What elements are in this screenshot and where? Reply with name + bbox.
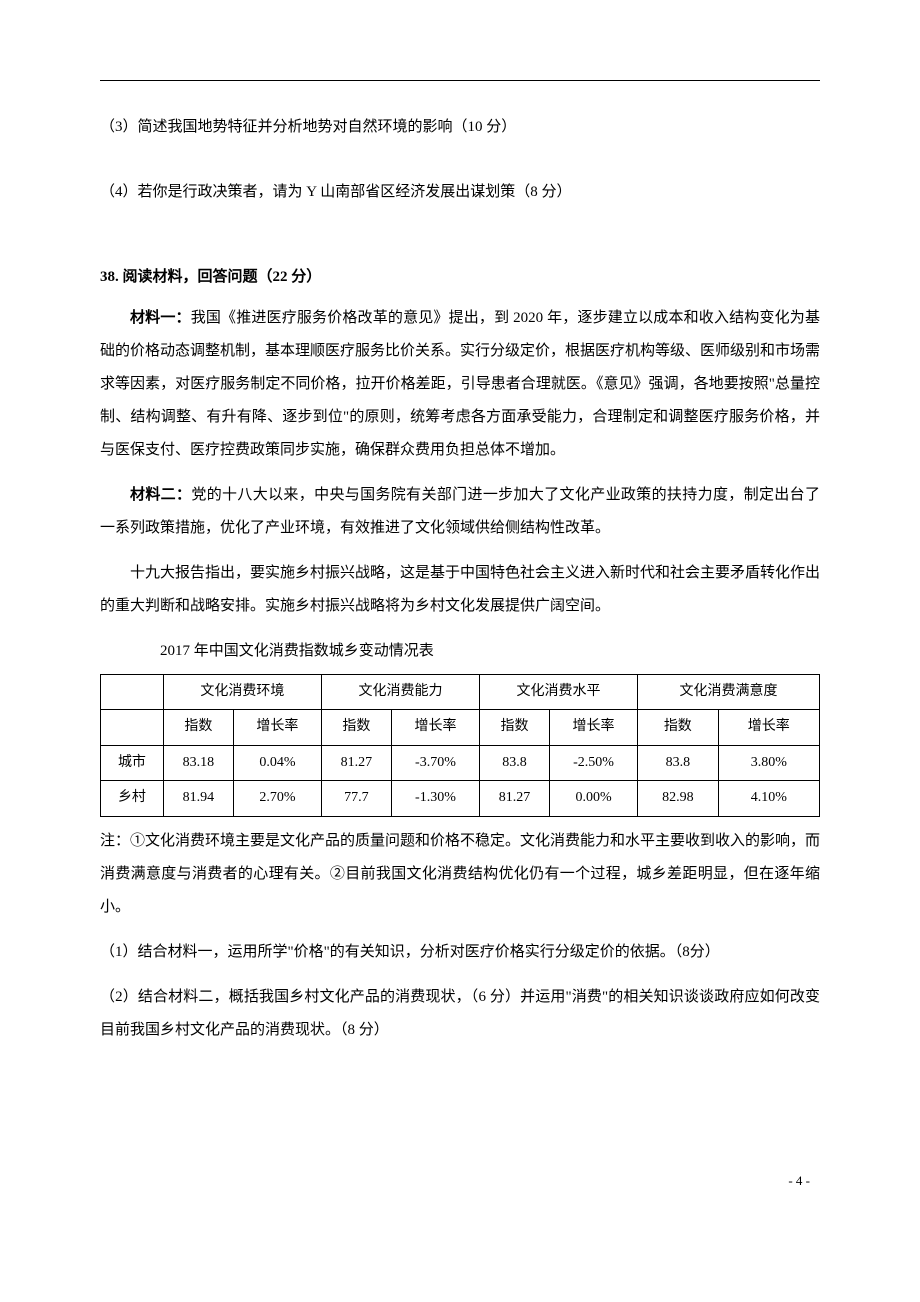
- table-cell: 83.18: [163, 745, 233, 780]
- table-row: 乡村 81.94 2.70% 77.7 -1.30% 81.27 0.00% 8…: [101, 781, 820, 816]
- table-subheader-cell: [101, 710, 164, 745]
- table-cell: 4.10%: [718, 781, 819, 816]
- material-1: 材料一：我国《推进医疗服务价格改革的意见》提出，到 2020 年，逐步建立以成本…: [100, 302, 820, 467]
- table-subheader-cell: 指数: [321, 710, 391, 745]
- table-cell: 77.7: [321, 781, 391, 816]
- table-cell: 城市: [101, 745, 164, 780]
- table-row: 城市 83.18 0.04% 81.27 -3.70% 83.8 -2.50% …: [101, 745, 820, 780]
- question-38-title: 38. 阅读材料，回答问题（22 分）: [100, 261, 820, 294]
- data-table: 文化消费环境 文化消费能力 文化消费水平 文化消费满意度 指数 增长率 指数 增…: [100, 674, 820, 817]
- table-cell: -3.70%: [391, 745, 479, 780]
- material-1-text: 我国《推进医疗服务价格改革的意见》提出，到 2020 年，逐步建立以成本和收入结…: [100, 310, 820, 458]
- table-cell: 2.70%: [233, 781, 321, 816]
- table-cell: 83.8: [480, 745, 550, 780]
- page-number: - 4 -: [100, 1167, 820, 1196]
- table-cell: -2.50%: [549, 745, 637, 780]
- table-subheader-cell: 增长率: [391, 710, 479, 745]
- table-subheader-cell: 增长率: [549, 710, 637, 745]
- table-note: 注：①文化消费环境主要是文化产品的质量问题和价格不稳定。文化消费能力和水平主要收…: [100, 825, 820, 924]
- question-37-3: （3）简述我国地势特征并分析地势对自然环境的影响（10 分）: [100, 111, 820, 144]
- material-1-label: 材料一：: [130, 310, 191, 326]
- table-header-row-2: 指数 增长率 指数 增长率 指数 增长率 指数 增长率: [101, 710, 820, 745]
- material-2-p2: 十九大报告指出，要实施乡村振兴战略，这是基于中国特色社会主义进入新时代和社会主要…: [100, 557, 820, 623]
- material-2-text-1: 党的十八大以来，中央与国务院有关部门进一步加大了文化产业政策的扶持力度，制定出台…: [100, 487, 820, 536]
- table-cell: 82.98: [638, 781, 718, 816]
- table-cell: 0.00%: [549, 781, 637, 816]
- table-header-cell: [101, 675, 164, 710]
- material-2-label: 材料二：: [130, 487, 191, 503]
- table-cell: 乡村: [101, 781, 164, 816]
- table-cell: 3.80%: [718, 745, 819, 780]
- table-header-cell: 文化消费环境: [163, 675, 321, 710]
- table-cell: 83.8: [638, 745, 718, 780]
- table-subheader-cell: 增长率: [233, 710, 321, 745]
- table-header-row-1: 文化消费环境 文化消费能力 文化消费水平 文化消费满意度: [101, 675, 820, 710]
- question-38-1: （1）结合材料一，运用所学"价格"的有关知识，分析对医疗价格实行分级定价的依据。…: [100, 936, 820, 969]
- table-subheader-cell: 指数: [638, 710, 718, 745]
- table-header-cell: 文化消费水平: [480, 675, 638, 710]
- table-subheader-cell: 指数: [163, 710, 233, 745]
- table-cell: 81.27: [480, 781, 550, 816]
- table-cell: 81.94: [163, 781, 233, 816]
- table-header-cell: 文化消费能力: [321, 675, 479, 710]
- table-header-cell: 文化消费满意度: [638, 675, 820, 710]
- material-2-p1: 材料二：党的十八大以来，中央与国务院有关部门进一步加大了文化产业政策的扶持力度，…: [100, 479, 820, 545]
- table-cell: -1.30%: [391, 781, 479, 816]
- table-cell: 81.27: [321, 745, 391, 780]
- table-cell: 0.04%: [233, 745, 321, 780]
- table-subheader-cell: 指数: [480, 710, 550, 745]
- table-caption: 2017 年中国文化消费指数城乡变动情况表: [100, 635, 820, 668]
- top-rule: [100, 80, 820, 81]
- question-37-4: （4）若你是行政决策者，请为 Y 山南部省区经济发展出谋划策（8 分）: [100, 176, 820, 209]
- table-subheader-cell: 增长率: [718, 710, 819, 745]
- question-38-2: （2）结合材料二，概括我国乡村文化产品的消费现状，（6 分）并运用"消费"的相关…: [100, 981, 820, 1047]
